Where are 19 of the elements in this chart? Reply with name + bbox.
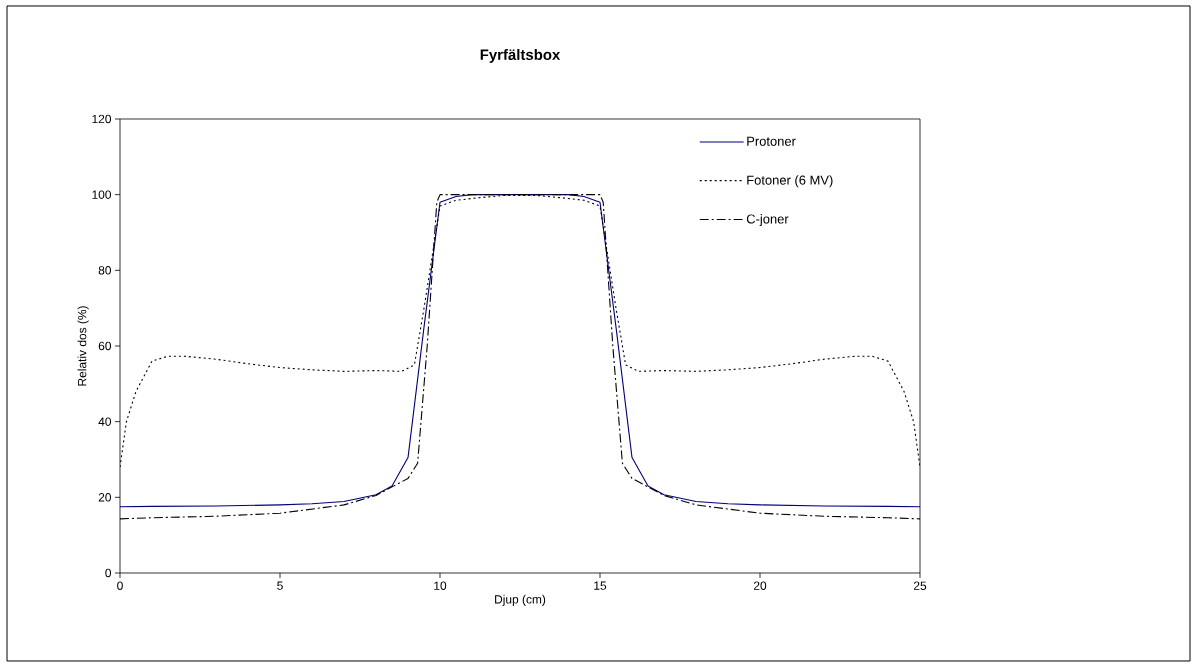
x-axis-title: Djup (cm) bbox=[495, 594, 546, 606]
y-tick-label: 0 bbox=[105, 568, 112, 578]
y-tick-label: 80 bbox=[98, 266, 112, 275]
x-tick-label: 15 bbox=[594, 581, 607, 590]
chart-title: Fyrfältsbox bbox=[480, 49, 561, 63]
x-tick-label: 20 bbox=[753, 581, 767, 590]
x-tick-label: 25 bbox=[913, 581, 927, 590]
y-tick-label: 60 bbox=[98, 341, 112, 351]
y-tick-label: 40 bbox=[98, 417, 112, 426]
x-tick-label: 0 bbox=[117, 581, 123, 590]
y-tick-label: 20 bbox=[98, 493, 112, 502]
legend-label: C-joner bbox=[746, 214, 789, 227]
legend-label: Protoner bbox=[747, 136, 796, 146]
y-axis-title: Relativ dos (%) bbox=[77, 306, 89, 386]
legend-label: Fotoner (6 MV) bbox=[747, 175, 833, 188]
y-tick-label: 100 bbox=[92, 190, 112, 199]
x-tick-label: 10 bbox=[434, 581, 447, 590]
x-tick-label: 5 bbox=[277, 581, 283, 590]
y-tick-label: 120 bbox=[92, 114, 112, 124]
